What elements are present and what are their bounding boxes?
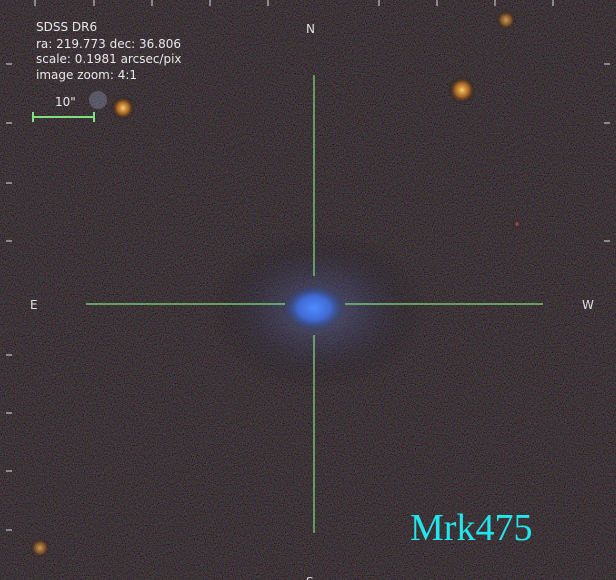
info-line: scale: 0.1981 arcsec/pix (36, 52, 182, 66)
galaxy-core (282, 284, 346, 332)
crosshair (86, 75, 543, 533)
info-line: image zoom: 4:1 (36, 68, 137, 82)
star (30, 538, 50, 558)
scale-bar (32, 112, 95, 122)
star (448, 76, 476, 104)
star (496, 10, 516, 30)
star (512, 219, 522, 229)
edge-ticks (6, 0, 610, 531)
star (89, 91, 107, 109)
info-line: ra: 219.773 dec: 36.806 (36, 37, 181, 51)
object-label: Mrk475 (410, 507, 532, 549)
info-line: SDSS DR6 (36, 20, 97, 34)
scale-bar-label: 10" (55, 95, 76, 109)
compass-west: W (582, 298, 594, 312)
star (111, 96, 135, 120)
compass-east: E (30, 298, 38, 312)
compass-north: N (306, 22, 315, 36)
compass-south: S (306, 575, 314, 580)
